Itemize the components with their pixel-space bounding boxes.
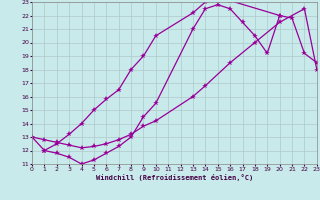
- X-axis label: Windchill (Refroidissement éolien,°C): Windchill (Refroidissement éolien,°C): [96, 174, 253, 181]
